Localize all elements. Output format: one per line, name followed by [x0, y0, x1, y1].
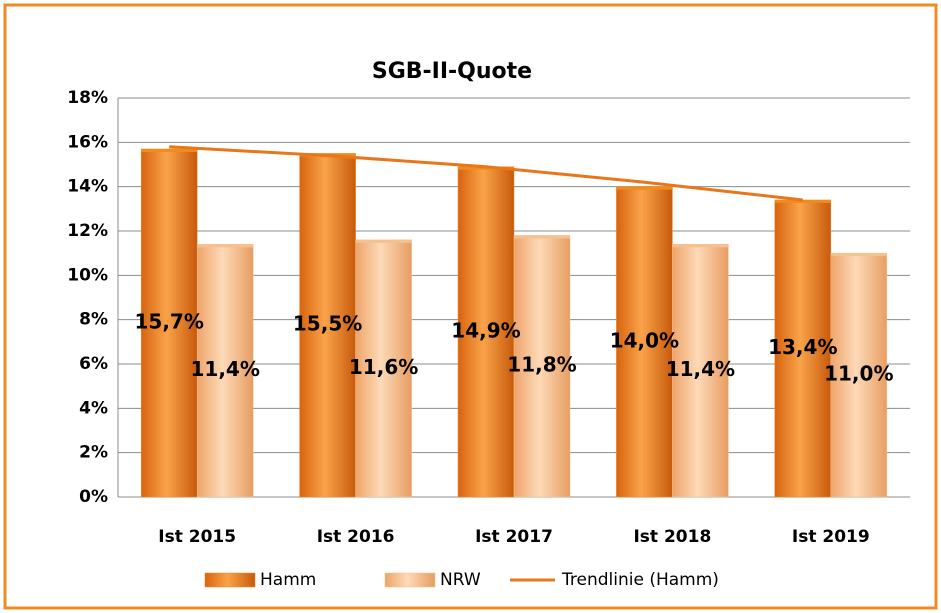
legend-label: Trendlinie (Hamm) [561, 570, 719, 590]
bar-top [616, 186, 673, 190]
data-label: 15,5% [293, 312, 362, 336]
data-label: 14,0% [610, 328, 679, 352]
legend-swatch [384, 572, 436, 588]
data-label: 11,8% [507, 353, 576, 377]
bar [616, 186, 673, 498]
data-label: 15,7% [135, 309, 204, 333]
bar-top [830, 253, 887, 257]
y-tick-label: 0% [79, 487, 108, 507]
y-tick-label: 18% [67, 88, 108, 108]
bar-top [672, 244, 729, 248]
bar [513, 235, 571, 498]
bar [774, 199, 832, 498]
y-tick-label: 14% [67, 177, 108, 197]
x-tick-label: Ist 2016 [317, 527, 395, 547]
bar [355, 239, 412, 498]
bar-top [355, 239, 412, 243]
legend-label: Hamm [260, 570, 316, 590]
bar-top [514, 235, 570, 239]
x-tick-label: Ist 2018 [633, 527, 711, 547]
y-tick-label: 16% [67, 132, 108, 152]
data-label: 13,4% [768, 335, 837, 359]
data-label: 14,9% [451, 318, 520, 342]
bar [830, 252, 888, 498]
chart-title: SGB-II-Quote [372, 59, 532, 84]
x-tick-label: Ist 2015 [158, 527, 236, 547]
x-tick-label: Ist 2019 [792, 527, 870, 547]
bar [196, 244, 254, 498]
y-tick-label: 2% [79, 443, 108, 463]
data-label: 11,0% [824, 362, 893, 386]
bar-top [197, 244, 254, 248]
bar-top [774, 199, 831, 203]
legend-swatch [204, 572, 256, 588]
trend-line [169, 145, 803, 202]
y-tick-label: 12% [67, 221, 108, 241]
bar [140, 148, 198, 498]
data-label: 11,4% [666, 357, 735, 381]
y-tick-label: 10% [67, 265, 108, 285]
legend-label: NRW [440, 570, 481, 590]
y-tick-label: 6% [79, 354, 108, 374]
data-label: 11,4% [191, 357, 260, 381]
y-tick-label: 8% [79, 310, 108, 330]
data-label: 11,6% [349, 355, 418, 379]
bar-top [141, 148, 198, 152]
bar [672, 244, 729, 498]
bar [299, 153, 356, 498]
x-tick-label: Ist 2017 [475, 527, 553, 547]
y-tick-label: 4% [79, 398, 108, 418]
bar [457, 166, 515, 498]
